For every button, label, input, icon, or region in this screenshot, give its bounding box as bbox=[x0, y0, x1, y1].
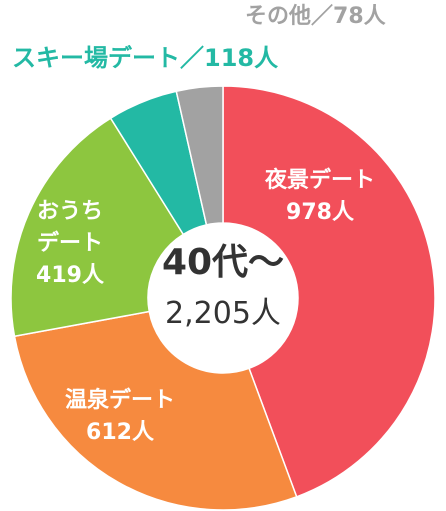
value-label: 78人 bbox=[333, 4, 386, 29]
value-label: 978人 bbox=[286, 199, 354, 225]
slice-label: 夜景デート 978人 bbox=[240, 165, 400, 229]
category-label: スキー場デート bbox=[12, 44, 180, 72]
slice-label: おうちデート 419人 bbox=[32, 196, 108, 292]
slice bbox=[222, 85, 436, 498]
value-label: 419人 bbox=[36, 262, 104, 288]
separator: ／ bbox=[180, 44, 204, 72]
value-label: 118人 bbox=[204, 44, 279, 72]
donut-hole bbox=[148, 223, 298, 373]
category-label: その他 bbox=[245, 4, 312, 29]
category-label: 温泉デート bbox=[64, 388, 175, 413]
category-label: 夜景デート bbox=[264, 168, 375, 193]
outside-label: その他／78人 bbox=[245, 0, 386, 30]
outside-label: スキー場デート／118人 bbox=[12, 38, 278, 73]
chart-title: 40代〜 bbox=[162, 242, 284, 283]
center-total: 2,205人 bbox=[165, 296, 281, 331]
category-label: おうちデート bbox=[36, 199, 103, 256]
separator: ／ bbox=[311, 4, 334, 29]
slice-label: 温泉デート 612人 bbox=[40, 385, 200, 449]
value-label: 612人 bbox=[86, 419, 154, 445]
